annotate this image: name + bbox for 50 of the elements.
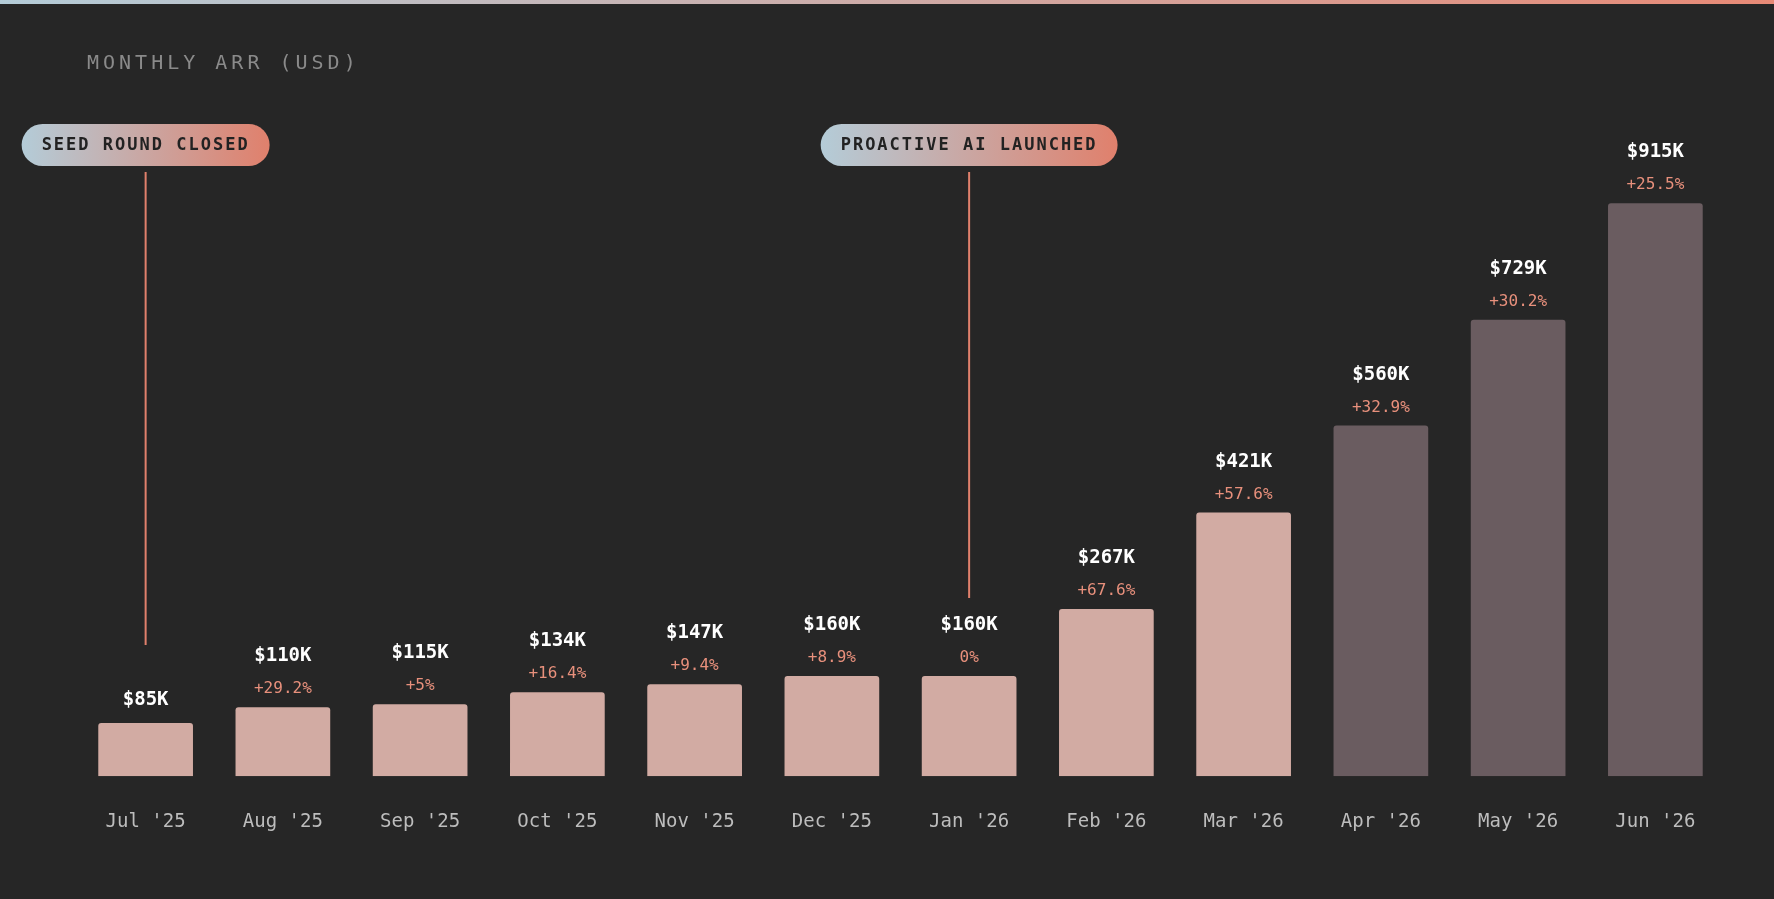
x-tick-label: Aug '25 xyxy=(242,808,323,831)
data-label: $160K xyxy=(803,612,862,635)
annotation: +67.6% xyxy=(1077,580,1136,599)
data-label: $560K xyxy=(1352,361,1411,384)
annotation: +32.9% xyxy=(1351,396,1411,416)
data-label: $160K xyxy=(940,612,999,635)
bar xyxy=(1059,609,1154,777)
annotation: +8.9% xyxy=(807,647,857,667)
x-tick-label: Mar '26 xyxy=(1203,808,1284,831)
bar xyxy=(510,692,605,777)
x-tick-label: Dec '25 xyxy=(791,808,872,831)
annotation: +9.4% xyxy=(670,655,720,675)
annotation: +29.2% xyxy=(253,678,313,698)
data-label: $147K xyxy=(666,620,724,643)
ref-line-label: SEED ROUND CLOSED xyxy=(41,134,250,155)
bar xyxy=(1470,319,1566,777)
bar xyxy=(1196,512,1291,777)
chart-title: MONTHLY ARR (USD) xyxy=(87,50,360,74)
bar xyxy=(1608,203,1703,777)
bar xyxy=(784,676,880,777)
x-tick-label: Jun '26 xyxy=(1615,808,1696,831)
data-label: $134K xyxy=(528,628,587,651)
annotation: +25.5% xyxy=(1626,174,1685,194)
annotation: +5% xyxy=(405,675,435,695)
data-label: $115K xyxy=(391,640,450,663)
bar xyxy=(98,722,193,777)
annotation: +16.4% xyxy=(528,663,587,683)
x-tick-label: May '26 xyxy=(1478,808,1559,831)
data-label: $267K xyxy=(1077,545,1136,567)
x-tick-label: Apr '26 xyxy=(1340,808,1421,831)
x-tick-label: Sep '25 xyxy=(380,808,461,831)
data-label: $110K xyxy=(254,643,313,666)
bar xyxy=(647,684,742,777)
bar xyxy=(1333,425,1429,777)
data-label: $85K xyxy=(122,686,170,709)
x-tick-label: Feb '26 xyxy=(1066,808,1147,831)
data-label: $421K xyxy=(1215,448,1273,471)
bar xyxy=(372,704,468,777)
annotation: +57.6% xyxy=(1214,483,1273,503)
annotation: 0% xyxy=(959,647,980,667)
data-label: $915K xyxy=(1626,139,1685,162)
x-tick-label: Nov '25 xyxy=(654,808,735,831)
bar xyxy=(235,707,331,777)
x-tick-label: Jan '26 xyxy=(929,808,1010,831)
annotation: +30.2% xyxy=(1489,290,1548,310)
bar xyxy=(921,676,1017,777)
x-tick-label: Oct '25 xyxy=(517,808,598,831)
data-label: $729K xyxy=(1489,255,1548,278)
x-tick-label: Jul '25 xyxy=(105,808,186,831)
ref-line-label: PROACTIVE AI LAUNCHED xyxy=(840,134,1098,155)
